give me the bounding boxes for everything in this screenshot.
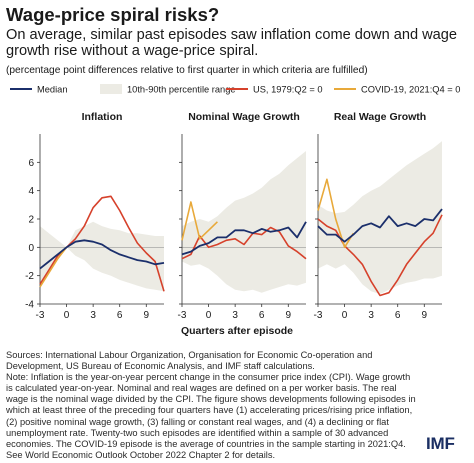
covid-19-line bbox=[317, 178, 355, 249]
page-subtitle: On average, similar past episodes saw in… bbox=[6, 27, 458, 59]
sources-note: Sources: International Labour Organizati… bbox=[6, 350, 416, 461]
panel-1: -4 -2 0 2 4 6 -3 0 3 6 9 Inflation bbox=[25, 111, 165, 321]
note-text: Note: Inflation is the year-on-year perc… bbox=[6, 372, 416, 460]
x-tick-label: -3 bbox=[314, 310, 323, 321]
covid-19-line bbox=[39, 246, 68, 288]
panel-title: Inflation bbox=[82, 111, 123, 123]
x-tick-label: 6 bbox=[117, 310, 123, 321]
percentile-band bbox=[182, 151, 306, 293]
legend-label-us1979: US, 1979:Q2 = 0 bbox=[253, 85, 323, 95]
x-tick-label: 9 bbox=[286, 310, 292, 321]
x-tick-label: 3 bbox=[90, 310, 96, 321]
legend-swatch-band bbox=[100, 84, 122, 94]
y-tick-label: -4 bbox=[25, 300, 34, 311]
x-tick-label: 6 bbox=[395, 310, 401, 321]
median-line bbox=[317, 208, 443, 243]
percentile-band bbox=[318, 141, 442, 295]
legend-label-band: 10th-90th percentile range bbox=[127, 85, 236, 95]
x-tick-label: -3 bbox=[36, 310, 45, 321]
median-line bbox=[181, 221, 307, 256]
chart-panels: -4 -2 0 2 4 6 -3 0 3 6 9 Inflation -3 0 3 6 9 Nominal Wag… bbox=[25, 111, 443, 321]
y-tick-label: 4 bbox=[28, 186, 34, 197]
x-axis-label: Quarters after episode bbox=[181, 325, 293, 337]
percentile-band bbox=[40, 221, 164, 292]
x-tick-label: 0 bbox=[64, 310, 70, 321]
x-tick-label: 6 bbox=[259, 310, 265, 321]
legend: Median 10th-90th percentile range US, 1979… bbox=[10, 84, 460, 95]
charts-area: Median 10th-90th percentile range US, 1979… bbox=[10, 84, 460, 337]
panel-title: Real Wage Growth bbox=[334, 111, 426, 123]
panel-2: -3 0 3 6 9 Nominal Wage Growth bbox=[178, 111, 307, 321]
x-tick-label: -3 bbox=[178, 310, 187, 321]
x-tick-label: 9 bbox=[422, 310, 428, 321]
x-tick-label: 3 bbox=[232, 310, 238, 321]
panel-title: Nominal Wage Growth bbox=[188, 111, 300, 123]
y-tick-label: 6 bbox=[28, 158, 34, 169]
us-1979-line bbox=[317, 214, 443, 297]
imf-logo: IMF bbox=[426, 434, 455, 453]
legend-label-covid: COVID-19, 2021:Q4 = 0 bbox=[361, 85, 460, 95]
y-tick-label: 2 bbox=[28, 215, 34, 226]
units-note: (percentage point differences relative t… bbox=[6, 65, 368, 76]
legend-label-median: Median bbox=[37, 85, 68, 95]
x-tick-label: 3 bbox=[368, 310, 374, 321]
x-tick-label: 9 bbox=[144, 310, 150, 321]
us-1979-line bbox=[181, 226, 307, 260]
x-tick-label: 0 bbox=[342, 310, 348, 321]
page-title: Wage-price spiral risks? bbox=[6, 4, 220, 25]
x-tick-label: 0 bbox=[206, 310, 212, 321]
panel-3: -3 0 3 6 9 Real Wage Growth bbox=[314, 111, 443, 321]
y-tick-label: 0 bbox=[28, 243, 34, 254]
y-tick-label: -2 bbox=[25, 271, 34, 282]
covid-19-line bbox=[181, 201, 218, 241]
median-line bbox=[39, 239, 165, 270]
sources-text: Sources: International Labour Organizati… bbox=[6, 350, 373, 372]
